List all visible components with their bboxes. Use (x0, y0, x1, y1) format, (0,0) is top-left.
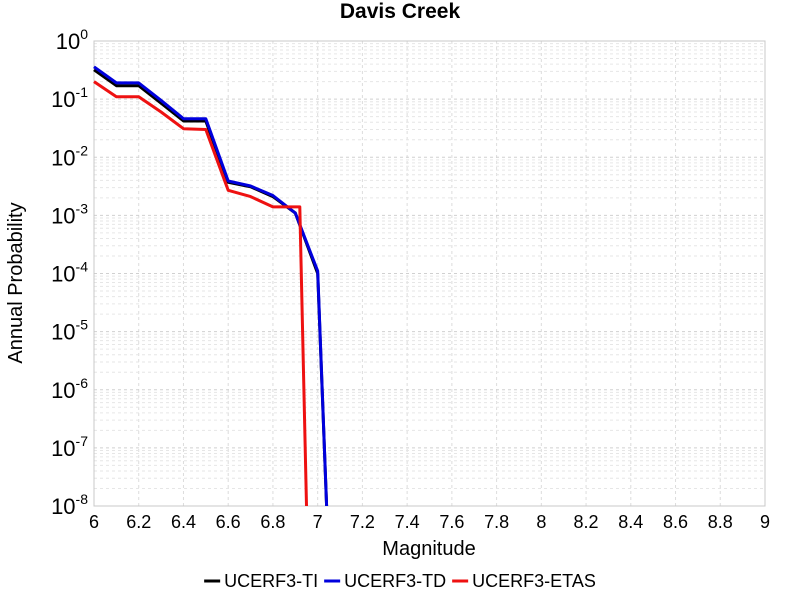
x-tick-label: 8.2 (574, 512, 599, 532)
x-tick-label: 7.6 (439, 512, 464, 532)
x-tick-label: 9 (760, 512, 770, 532)
x-tick-label: 8 (536, 512, 546, 532)
y-tick-label: 10-2 (51, 142, 88, 170)
y-tick-exponent: -2 (76, 142, 89, 158)
x-tick-label: 7.2 (350, 512, 375, 532)
y-tick-label: 10-1 (51, 84, 88, 112)
x-tick-label: 6.2 (126, 512, 151, 532)
y-tick-exponent: -4 (76, 259, 89, 275)
y-tick-base: 10 (51, 436, 75, 461)
y-tick-base: 10 (51, 494, 75, 519)
y-tick-exponent: -7 (76, 433, 89, 449)
y-axis-label: Annual Probability (5, 202, 27, 363)
plot-frame (93, 40, 766, 507)
y-tick-exponent: -6 (76, 375, 89, 391)
series-layer (93, 65, 329, 507)
x-tick-label: 6 (89, 512, 99, 532)
y-tick-base: 10 (51, 145, 75, 170)
x-tick-label: 7 (313, 512, 323, 532)
y-tick-base: 10 (51, 320, 75, 345)
y-tick-label: 10-6 (51, 375, 88, 403)
legend: UCERF3-TI UCERF3-TD UCERF3-ETAS (204, 571, 596, 591)
y-tick-exponent: -5 (76, 317, 89, 333)
y-tick-base: 10 (51, 378, 75, 403)
y-tick-label: 10-5 (51, 317, 88, 345)
legend-item: UCERF3-ETAS (452, 571, 596, 591)
grid (93, 41, 766, 507)
y-tick-label: 100 (56, 26, 88, 54)
x-tick-label: 6.6 (216, 512, 241, 532)
y-tick-label: 10-7 (51, 433, 88, 461)
legend-item: UCERF3-TI (204, 571, 318, 591)
y-tick-base: 10 (51, 262, 75, 287)
x-axis-label: Magnitude (382, 538, 475, 560)
y-tick-exponent: 0 (80, 26, 88, 42)
x-tick-label: 8.8 (708, 512, 733, 532)
y-tick-exponent: -1 (76, 84, 89, 100)
y-tick-base: 10 (51, 203, 75, 228)
y-tick-exponent: -3 (76, 200, 89, 216)
series-line-ucerf3-etas (93, 80, 308, 507)
x-tick-label: 7.4 (395, 512, 420, 532)
y-tick-label: 10-3 (51, 200, 88, 228)
chart-title: Davis Creek (340, 0, 461, 23)
y-tick-exponent: -8 (76, 491, 89, 507)
legend-label: UCERF3-TI (224, 571, 318, 591)
x-tick-label: 7.8 (484, 512, 509, 532)
y-tick-base: 10 (51, 87, 75, 112)
legend-label: UCERF3-ETAS (472, 571, 596, 591)
legend-item: UCERF3-TD (324, 571, 446, 591)
y-tick-label: 10-8 (51, 491, 88, 519)
x-tick-label: 8.4 (618, 512, 643, 532)
x-tick-label: 8.6 (663, 512, 688, 532)
x-tick-label: 6.4 (171, 512, 196, 532)
x-tick-label: 6.8 (260, 512, 285, 532)
y-tick-base: 10 (56, 29, 80, 54)
x-axis-ticks: 6 6.2 6.4 6.6 6.8 7 7.2 7.4 7.6 7.8 8 8.2 8.4 8.6 8.8 9 (89, 512, 770, 532)
y-tick-label: 10-4 (51, 259, 88, 287)
legend-label: UCERF3-TD (344, 571, 446, 591)
